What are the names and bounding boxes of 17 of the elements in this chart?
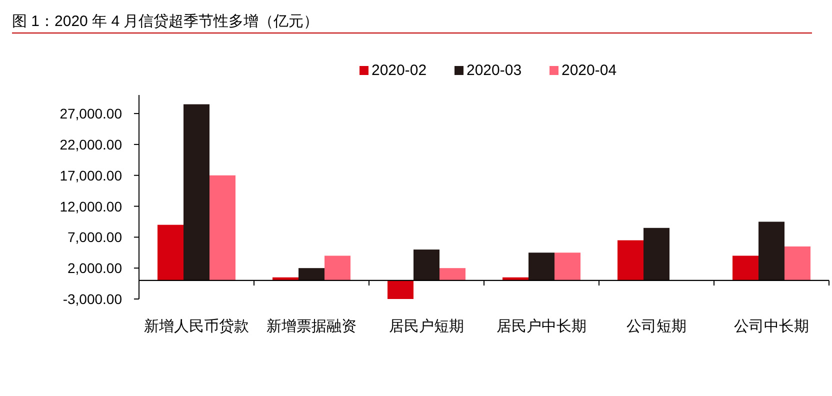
legend: 2020-02 [372,62,427,79]
xtick: 新增票据融资 [266,318,356,335]
xtick: 公司短期 [626,318,686,335]
xtick: 居民户中长期 [496,318,586,335]
xtick: 公司中长期 [734,318,809,335]
legend: 2020-04 [562,62,617,79]
ytick: 7,000.00 [68,229,122,246]
ytick: -3,000.00 [62,291,122,307]
xtick: 新增人民币贷款 [144,318,249,335]
ytick: 12,000.00 [60,198,122,214]
title: 图 1：2020 年 4 月信贷超季节性多增（亿元） [12,13,319,30]
ytick: 2,000.00 [68,260,122,276]
legend: 2020-03 [466,62,522,79]
xtick: 居民户短期 [389,318,464,335]
ytick: 27,000.00 [60,106,122,122]
ytick: 17,000.00 [60,167,122,184]
ytick: 22,000.00 [60,136,122,152]
